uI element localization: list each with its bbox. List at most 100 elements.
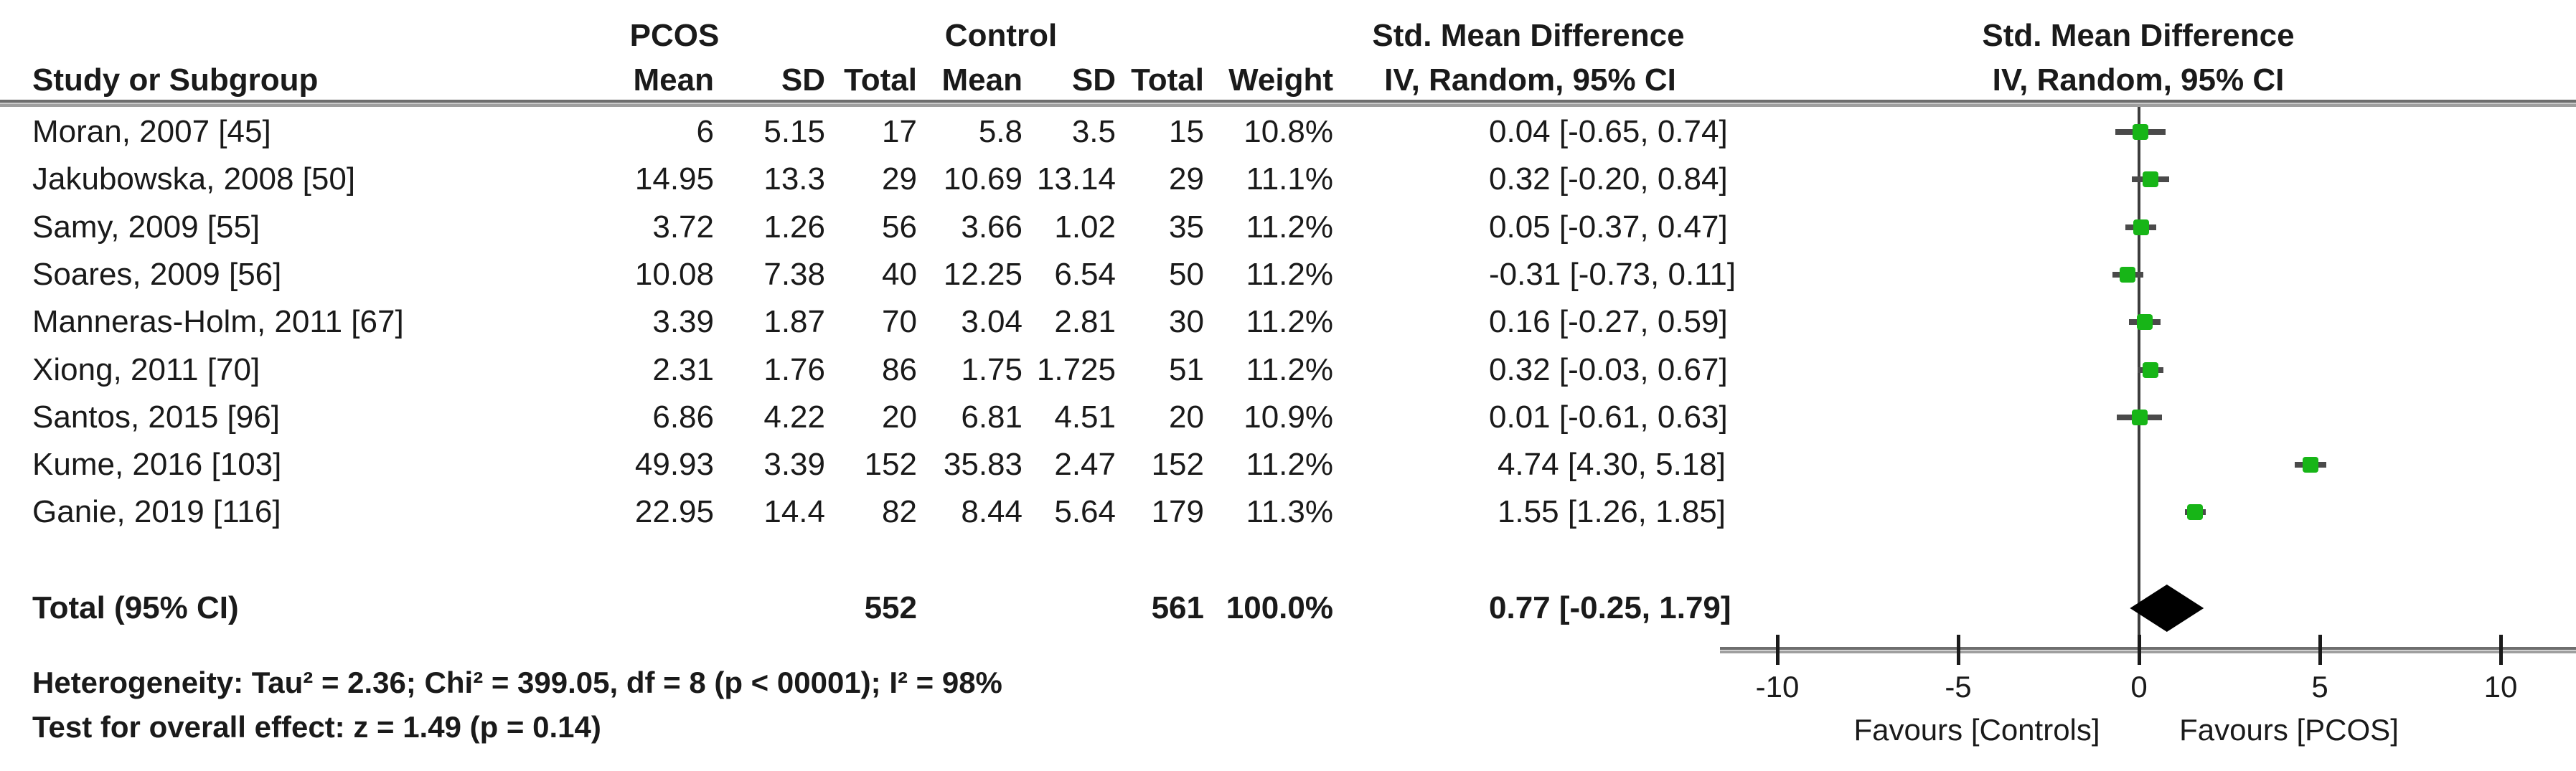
pcos-total-cell: 70 bbox=[882, 304, 917, 340]
ctrl-mean-cell: 12.25 bbox=[943, 256, 1023, 292]
ctrl-mean-cell: 35.83 bbox=[943, 447, 1023, 483]
axis-tick-label: 5 bbox=[2311, 670, 2328, 704]
axis-tick-label: 10 bbox=[2483, 670, 2518, 704]
total-pcos-total-cell: 552 bbox=[864, 590, 917, 625]
axis-tick bbox=[1776, 635, 1780, 665]
ctrl-total-cell: 29 bbox=[1169, 161, 1204, 197]
col-header-ci-plot: IV, Random, 95% CI bbox=[1992, 62, 2285, 98]
favours-right-label: Favours [PCOS] bbox=[2179, 713, 2399, 747]
ci-text-cell: 0.32 [-0.03, 0.67] bbox=[1489, 351, 1728, 387]
ctrl-sd-cell: 1.02 bbox=[1054, 209, 1116, 245]
col-header-ctrl-sd: SD bbox=[1071, 62, 1116, 98]
heterogeneity-text: Heterogeneity: Tau² = 2.36; Chi² = 399.0… bbox=[32, 666, 1002, 699]
total-row: Total (95% CI) 552 561 100.0% 0.77 [-0.2… bbox=[0, 587, 1758, 629]
favours-left-label: Favours [Controls] bbox=[1853, 713, 2100, 747]
pcos-sd-cell: 1.87 bbox=[763, 304, 825, 340]
ctrl-total-cell: 152 bbox=[1151, 447, 1204, 483]
study-marker-icon bbox=[2187, 504, 2204, 521]
col-header-pcos-mean: Mean bbox=[633, 62, 714, 98]
group-header-control: Control bbox=[944, 18, 1058, 53]
axis-tick-label: -10 bbox=[1755, 670, 1800, 704]
table-row: Santos, 2015 [96] 6.86 4.22 20 6.81 4.51… bbox=[0, 397, 1758, 438]
pcos-sd-cell: 14.4 bbox=[763, 494, 825, 530]
table-row: Soares, 2009 [56] 10.08 7.38 40 12.25 6.… bbox=[0, 254, 1758, 295]
ci-text-cell: 4.74 [4.30, 5.18] bbox=[1497, 447, 1726, 483]
table-row: Samy, 2009 [55] 3.72 1.26 56 3.66 1.02 3… bbox=[0, 207, 1758, 248]
pcos-sd-cell: 13.3 bbox=[763, 161, 825, 197]
pcos-mean-cell: 6.86 bbox=[652, 399, 714, 435]
ctrl-mean-cell: 8.44 bbox=[961, 494, 1023, 530]
pcos-sd-cell: 4.22 bbox=[763, 399, 825, 435]
axis-tick bbox=[2138, 635, 2141, 665]
ctrl-mean-cell: 6.81 bbox=[961, 399, 1023, 435]
pcos-total-cell: 82 bbox=[882, 494, 917, 530]
study-marker-icon bbox=[2133, 124, 2149, 140]
study-marker-icon bbox=[2120, 266, 2136, 283]
study-name-cell: Ganie, 2019 [116] bbox=[32, 494, 281, 530]
table-row: Kume, 2016 [103] 49.93 3.39 152 35.83 2.… bbox=[0, 444, 1758, 486]
table-row: Ganie, 2019 [116] 22.95 14.4 82 8.44 5.6… bbox=[0, 491, 1758, 533]
pcos-mean-cell: 14.95 bbox=[634, 161, 714, 197]
pcos-total-cell: 56 bbox=[882, 209, 917, 245]
study-marker-icon bbox=[2302, 457, 2318, 473]
ctrl-mean-cell: 3.04 bbox=[961, 304, 1023, 340]
header-separator bbox=[0, 100, 2576, 107]
ci-text-cell: 0.16 [-0.27, 0.59] bbox=[1489, 304, 1728, 340]
pcos-mean-cell: 3.72 bbox=[652, 209, 714, 245]
pcos-sd-cell: 3.39 bbox=[763, 447, 825, 483]
col-header-ctrl-mean: Mean bbox=[941, 62, 1023, 98]
study-name-cell: Soares, 2009 [56] bbox=[32, 256, 282, 292]
pcos-total-cell: 86 bbox=[882, 351, 917, 387]
ci-text-cell: -0.31 [-0.73, 0.11] bbox=[1489, 256, 1736, 292]
col-header-ci: IV, Random, 95% CI bbox=[1384, 62, 1676, 98]
ctrl-mean-cell: 5.8 bbox=[978, 114, 1023, 149]
ctrl-sd-cell: 4.51 bbox=[1054, 399, 1116, 435]
ctrl-total-cell: 50 bbox=[1169, 256, 1204, 292]
ctrl-mean-cell: 1.75 bbox=[961, 351, 1023, 387]
weight-cell: 11.3% bbox=[1246, 494, 1334, 530]
axis-tick-label: -5 bbox=[1945, 670, 1972, 704]
ctrl-mean-cell: 10.69 bbox=[943, 161, 1023, 197]
pcos-mean-cell: 49.93 bbox=[634, 447, 714, 483]
col-header-study: Study or Subgroup bbox=[32, 62, 319, 98]
col-header-ctrl-total: Total bbox=[1131, 62, 1204, 98]
ci-text-cell: 0.01 [-0.61, 0.63] bbox=[1489, 399, 1728, 435]
total-weight-cell: 100.0% bbox=[1226, 590, 1333, 625]
pcos-sd-cell: 5.15 bbox=[763, 114, 825, 149]
ctrl-sd-cell: 3.5 bbox=[1071, 114, 1116, 149]
table-row: Xiong, 2011 [70] 2.31 1.76 86 1.75 1.725… bbox=[0, 349, 1758, 391]
weight-cell: 11.2% bbox=[1246, 447, 1334, 483]
ci-text-cell: 0.05 [-0.37, 0.47] bbox=[1489, 209, 1728, 245]
weight-cell: 10.9% bbox=[1244, 399, 1333, 435]
pcos-sd-cell: 7.38 bbox=[763, 256, 825, 292]
study-marker-icon bbox=[2143, 171, 2159, 188]
summary-diamond-icon bbox=[2130, 585, 2204, 632]
pcos-total-cell: 40 bbox=[882, 256, 917, 292]
weight-cell: 11.2% bbox=[1246, 256, 1334, 292]
table-row: Moran, 2007 [45] 6 5.15 17 5.8 3.5 15 10… bbox=[0, 111, 1758, 153]
ctrl-sd-cell: 5.64 bbox=[1054, 494, 1116, 530]
axis-tick bbox=[1957, 635, 1960, 665]
col-header-pcos-total: Total bbox=[844, 62, 917, 98]
x-axis-line bbox=[1720, 647, 2576, 653]
pcos-total-cell: 152 bbox=[864, 447, 917, 483]
ci-text-cell: 0.32 [-0.20, 0.84] bbox=[1489, 161, 1728, 197]
study-name-cell: Santos, 2015 [96] bbox=[32, 399, 280, 435]
ctrl-total-cell: 51 bbox=[1169, 351, 1204, 387]
axis-tick-label: 0 bbox=[2130, 670, 2148, 704]
pcos-total-cell: 29 bbox=[882, 161, 917, 197]
ci-text-cell: 1.55 [1.26, 1.85] bbox=[1497, 494, 1726, 530]
ctrl-total-cell: 20 bbox=[1169, 399, 1204, 435]
study-name-cell: Xiong, 2011 [70] bbox=[32, 351, 260, 387]
ctrl-total-cell: 30 bbox=[1169, 304, 1204, 340]
weight-cell: 11.2% bbox=[1246, 351, 1334, 387]
ctrl-total-cell: 179 bbox=[1151, 494, 1204, 530]
group-header-pcos: PCOS bbox=[629, 18, 720, 53]
weight-cell: 11.2% bbox=[1246, 209, 1334, 245]
pcos-total-cell: 17 bbox=[882, 114, 917, 149]
ctrl-sd-cell: 1.725 bbox=[1036, 351, 1116, 387]
pcos-sd-cell: 1.26 bbox=[763, 209, 825, 245]
axis-tick bbox=[2318, 635, 2322, 665]
pcos-mean-cell: 2.31 bbox=[652, 351, 714, 387]
